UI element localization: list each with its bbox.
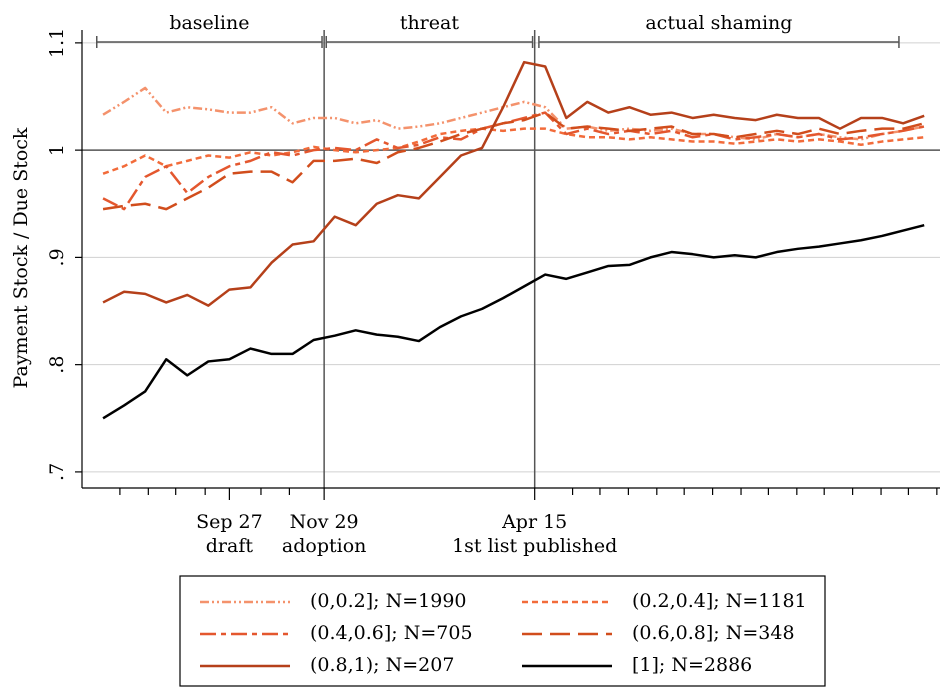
x-tick-label: adoption <box>282 535 366 557</box>
x-tick-label: Sep 27 <box>196 511 263 533</box>
legend-label: (0.4,0.6]; N=705 <box>310 622 473 644</box>
y-tick-label: 1.1 <box>46 28 68 58</box>
series-line <box>102 111 925 211</box>
period-label: baseline <box>169 12 249 34</box>
series-line <box>102 86 925 141</box>
y-tick-label: .7 <box>46 463 68 481</box>
y-tick-label: .8 <box>46 356 68 374</box>
x-tick-label: Nov 29 <box>290 511 359 533</box>
legend-label: (0.8,1); N=207 <box>310 654 454 676</box>
series-line <box>102 127 925 175</box>
series-line <box>102 224 925 420</box>
legend-label: [1]; N=2886 <box>632 654 752 676</box>
legend-label: (0.6,0.8]; N=348 <box>632 622 795 644</box>
period-label: threat <box>400 12 460 34</box>
legend-box <box>179 575 826 687</box>
series-line <box>102 111 925 211</box>
x-tick-label: 1st list published <box>452 535 617 557</box>
legend-label: (0.2,0.4]; N=1181 <box>632 590 807 612</box>
y-tick-label: 1 <box>46 144 68 156</box>
series-line <box>102 60 925 307</box>
legend-label: (0,0.2]; N=1990 <box>310 590 467 612</box>
x-tick-label: draft <box>206 535 254 557</box>
x-tick-label: Apr 15 <box>501 511 567 533</box>
y-tick-label: .9 <box>46 248 68 266</box>
period-label: actual shaming <box>645 12 792 34</box>
y-axis-label: Payment Stock / Due Stock <box>10 127 32 388</box>
